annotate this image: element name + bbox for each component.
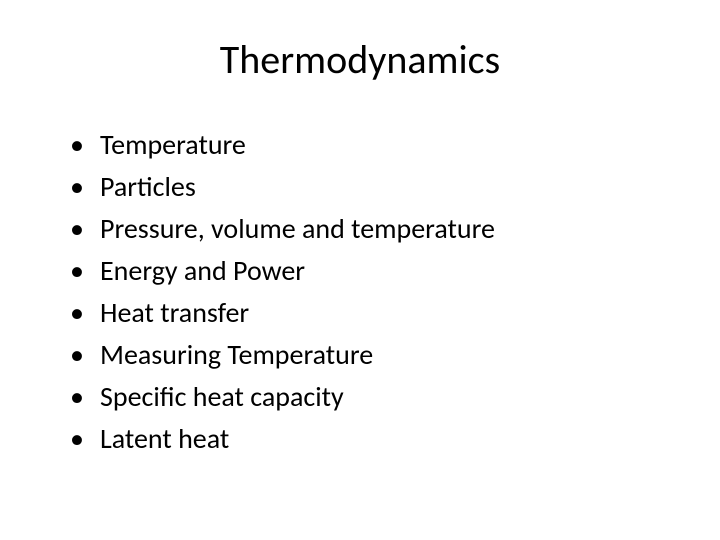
list-item: Specific heat capacity bbox=[70, 376, 670, 418]
slide-title: Thermodynamics bbox=[50, 35, 670, 84]
list-item: Heat transfer bbox=[70, 292, 670, 334]
list-item: Measuring Temperature bbox=[70, 334, 670, 376]
bullet-list: Temperature Particles Pressure, volume a… bbox=[50, 124, 670, 460]
list-item: Pressure, volume and temperature bbox=[70, 208, 670, 250]
list-item: Energy and Power bbox=[70, 250, 670, 292]
list-item: Latent heat bbox=[70, 418, 670, 460]
slide-container: Thermodynamics Temperature Particles Pre… bbox=[0, 0, 720, 540]
list-item: Temperature bbox=[70, 124, 670, 166]
list-item: Particles bbox=[70, 166, 670, 208]
